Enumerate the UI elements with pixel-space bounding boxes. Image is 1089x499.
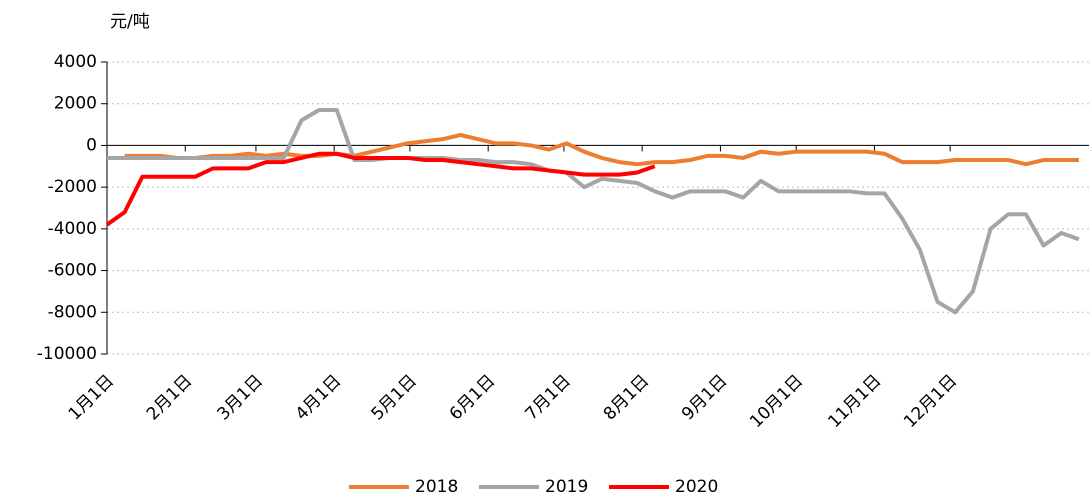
y-tick-label: -6000 bbox=[48, 261, 97, 281]
x-tick-label: 8月1日 bbox=[600, 371, 653, 424]
x-tick-label: 10月1日 bbox=[746, 371, 807, 432]
y-axis-label: 元/吨 bbox=[110, 12, 150, 32]
x-tick-label: 1月1日 bbox=[65, 371, 118, 424]
y-tick-label: 0 bbox=[86, 135, 97, 155]
y-tick-label: 2000 bbox=[54, 94, 97, 114]
x-tick-label: 6月1日 bbox=[446, 371, 499, 424]
x-tick-label: 12月1日 bbox=[900, 371, 961, 432]
legend-label: 2019 bbox=[545, 477, 588, 497]
series-line bbox=[107, 107, 1080, 315]
x-tick-label: 9月1日 bbox=[678, 371, 731, 424]
x-tick-label: 2月1日 bbox=[143, 371, 196, 424]
y-tick-label: -2000 bbox=[48, 177, 97, 197]
legend-label: 2020 bbox=[675, 477, 718, 497]
y-tick-label: -4000 bbox=[48, 219, 97, 239]
x-tick-label: 7月1日 bbox=[522, 371, 575, 424]
x-tick-label: 11月1日 bbox=[824, 371, 885, 432]
legend-label: 2018 bbox=[415, 477, 458, 497]
x-tick-label: 5月1日 bbox=[368, 371, 421, 424]
y-tick-label: 4000 bbox=[54, 52, 97, 72]
x-tick-label: 3月1日 bbox=[214, 371, 267, 424]
y-tick-label: -10000 bbox=[37, 344, 97, 364]
x-tick-label: 4月1日 bbox=[292, 371, 345, 424]
series-line bbox=[105, 151, 656, 227]
y-tick-label: -8000 bbox=[48, 302, 97, 322]
